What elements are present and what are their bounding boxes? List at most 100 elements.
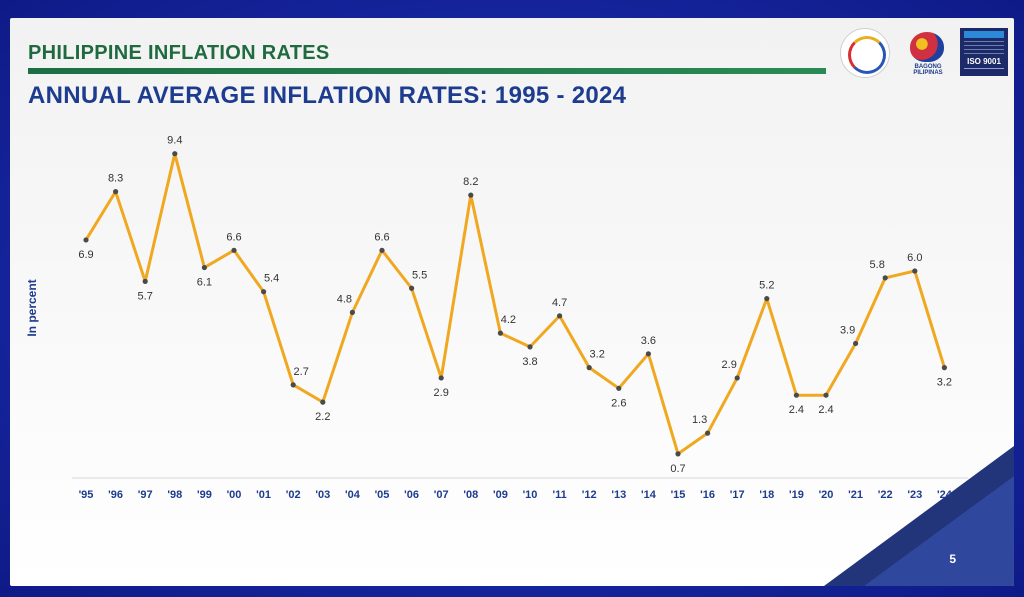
data-label-14: 4.2 xyxy=(501,314,516,326)
x-tick-label-20: '15 xyxy=(671,489,686,501)
x-tick-label-5: '00 xyxy=(227,489,242,501)
data-point-20 xyxy=(675,451,681,457)
data-label-5: 6.6 xyxy=(226,231,241,243)
data-label-28: 6.0 xyxy=(907,252,922,264)
series-line xyxy=(84,152,946,456)
x-tick-label-15: '10 xyxy=(523,489,538,501)
data-point-25 xyxy=(823,392,829,398)
data-label-4: 6.1 xyxy=(197,277,212,289)
data-point-18 xyxy=(616,385,622,391)
data-point-8 xyxy=(320,399,326,405)
data-label-2: 5.7 xyxy=(138,290,153,302)
x-tick-label-12: '07 xyxy=(434,489,449,501)
x-tick-label-10: '05 xyxy=(375,489,390,501)
iso-9001-badge: ISO 9001 xyxy=(960,28,1008,76)
data-label-6: 5.4 xyxy=(264,273,279,285)
x-tick-label-17: '12 xyxy=(582,489,597,501)
x-tick-label-25: '20 xyxy=(819,489,834,501)
data-point-6 xyxy=(261,289,267,295)
title-divider xyxy=(28,68,826,74)
x-tick-label-6: '01 xyxy=(256,489,271,501)
x-tick-label-11: '06 xyxy=(404,489,419,501)
x-tick-label-22: '17 xyxy=(730,489,745,501)
data-point-13 xyxy=(468,192,474,198)
y-axis-label: In percent xyxy=(25,279,39,336)
data-point-16 xyxy=(557,313,563,319)
data-label-8: 2.2 xyxy=(315,411,330,423)
data-label-7: 2.7 xyxy=(294,366,309,378)
data-label-27: 5.8 xyxy=(870,259,885,271)
data-point-19 xyxy=(645,351,652,357)
iso-label: ISO 9001 xyxy=(967,57,1001,66)
data-label-19: 3.6 xyxy=(641,335,656,347)
psa-logo xyxy=(840,28,890,78)
x-tick-label-13: '08 xyxy=(463,489,478,501)
x-tick-label-7: '02 xyxy=(286,489,301,501)
x-tick-label-23: '18 xyxy=(759,489,774,501)
x-tick-label-19: '14 xyxy=(641,489,657,501)
data-point-27 xyxy=(882,275,888,281)
data-point-1 xyxy=(113,189,119,195)
data-label-17: 3.2 xyxy=(590,349,605,361)
bagong-pilipinas-caption: BAGONG PILIPINAS xyxy=(913,64,943,76)
data-point-15 xyxy=(527,344,533,350)
data-point-9 xyxy=(349,309,355,315)
x-tick-label-14: '09 xyxy=(493,489,508,501)
data-point-24 xyxy=(793,392,800,398)
data-label-26: 3.9 xyxy=(840,324,855,336)
data-point-14 xyxy=(497,330,503,336)
data-point-3 xyxy=(172,151,178,157)
data-label-13: 8.2 xyxy=(463,176,478,188)
slide-title: ANNUAL AVERAGE INFLATION RATES: 1995 - 2… xyxy=(28,82,627,109)
data-label-12: 2.9 xyxy=(434,387,449,399)
data-label-3: 9.4 xyxy=(167,135,182,147)
data-point-21 xyxy=(705,430,711,436)
data-label-1: 8.3 xyxy=(108,173,123,185)
x-tick-label-1: '96 xyxy=(108,489,123,501)
x-tick-label-9: '04 xyxy=(345,489,361,501)
x-tick-label-16: '11 xyxy=(552,489,566,501)
x-tick-label-4: '99 xyxy=(197,489,212,501)
x-tick-label-0: '95 xyxy=(79,489,94,501)
data-point-0 xyxy=(83,237,89,243)
data-point-7 xyxy=(290,382,296,388)
corner-decoration-accent xyxy=(864,476,1014,586)
x-tick-label-29: '24 xyxy=(937,489,953,501)
data-label-15: 3.8 xyxy=(522,356,537,368)
x-tick-label-21: '16 xyxy=(700,489,715,501)
data-point-28 xyxy=(912,268,918,274)
x-tick-label-18: '13 xyxy=(611,489,626,501)
data-point-23 xyxy=(764,296,770,302)
data-point-10 xyxy=(379,247,385,253)
page-number: 5 xyxy=(949,552,956,566)
slide-supertitle: PHILIPPINE INFLATION RATES xyxy=(28,42,330,64)
data-label-16: 4.7 xyxy=(552,297,567,309)
data-label-23: 5.2 xyxy=(759,280,774,292)
data-label-9: 4.8 xyxy=(337,293,352,305)
x-tick-label-24: '19 xyxy=(789,489,804,501)
data-label-21: 1.3 xyxy=(692,414,707,426)
data-point-17 xyxy=(586,365,592,371)
slide: PHILIPPINE INFLATION RATES ANNUAL AVERAG… xyxy=(10,18,1014,586)
data-label-20: 0.7 xyxy=(670,463,685,475)
data-label-11: 5.5 xyxy=(412,269,427,281)
data-point-22 xyxy=(734,375,740,381)
x-tick-label-27: '22 xyxy=(878,489,893,501)
data-label-10: 6.6 xyxy=(374,231,389,243)
data-label-24: 2.4 xyxy=(789,404,804,416)
x-tick-label-8: '03 xyxy=(315,489,330,501)
data-label-18: 2.6 xyxy=(611,397,626,409)
data-point-12 xyxy=(438,375,444,381)
bagong-pilipinas-logo: BAGONG PILIPINAS xyxy=(902,28,954,76)
x-tick-label-3: '98 xyxy=(167,489,182,501)
x-tick-label-28: '23 xyxy=(907,489,922,501)
data-point-4 xyxy=(201,264,207,271)
x-tick-label-2: '97 xyxy=(138,489,153,501)
data-point-2 xyxy=(142,278,148,284)
data-point-29 xyxy=(941,365,948,371)
x-tick-label-26: '21 xyxy=(848,489,863,501)
data-label-0: 6.9 xyxy=(78,249,93,261)
data-point-5 xyxy=(231,247,237,253)
data-label-25: 2.4 xyxy=(818,404,833,416)
data-label-22: 2.9 xyxy=(722,359,737,371)
